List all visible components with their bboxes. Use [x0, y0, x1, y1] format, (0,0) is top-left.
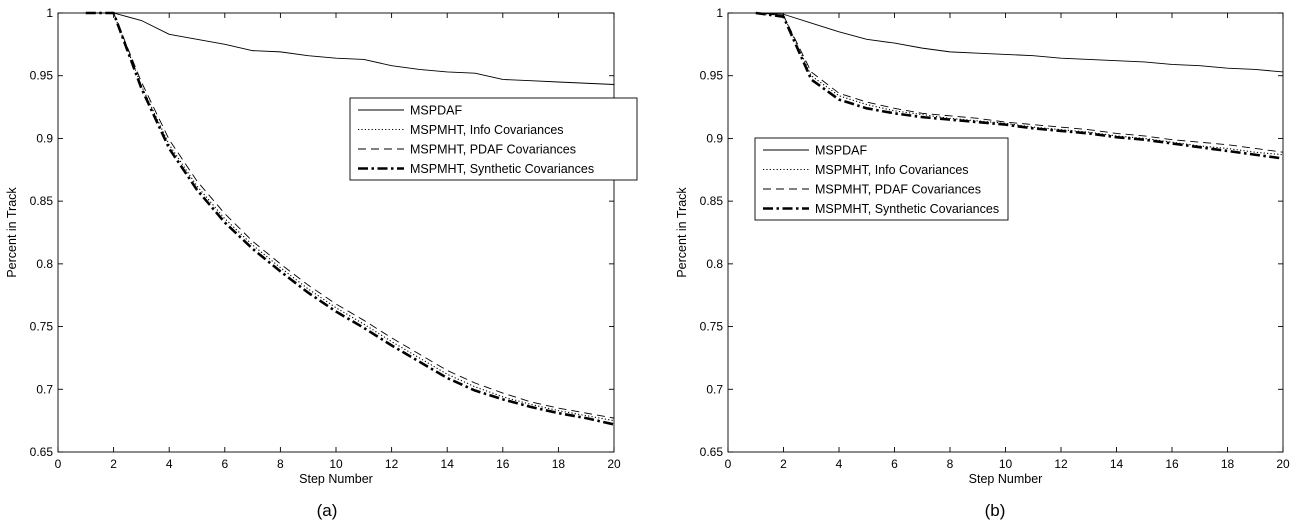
legend: MSPDAF MSPMHT, Info Covariances MSPMHT, PD… — [349, 97, 638, 181]
y-axis-label: Percent in Track — [5, 187, 19, 278]
x-tick-label: 4 — [166, 457, 173, 471]
y-tick-label: 0.9 — [706, 131, 723, 145]
legend-box — [349, 97, 638, 181]
y-tick-label: 0.65 — [700, 445, 724, 459]
x-tick-label: 20 — [607, 457, 621, 471]
legend-entry-label: MSPDAF — [410, 104, 462, 118]
panel-label: (b) — [985, 501, 1006, 520]
x-tick-label: 16 — [496, 457, 510, 471]
x-tick-label: 18 — [552, 457, 566, 471]
x-tick-label: 0 — [725, 457, 732, 471]
x-tick-label: 6 — [221, 457, 228, 471]
x-tick-label: 16 — [1165, 457, 1179, 471]
y-tick-label: 0.8 — [36, 257, 53, 271]
x-tick-label: 8 — [277, 457, 284, 471]
legend-entry-label: MSPDAF — [815, 144, 867, 158]
x-axis-label: Step Number — [299, 472, 373, 486]
legend-entry-label: MSPMHT, PDAF Covariances — [815, 183, 981, 197]
x-tick-label: 12 — [1054, 457, 1068, 471]
y-tick-label: 0.75 — [700, 320, 724, 334]
y-tick-label: 1 — [46, 6, 53, 20]
x-tick-label: 2 — [780, 457, 787, 471]
y-tick-label: 0.9 — [36, 131, 53, 145]
y-tick-label: 0.85 — [700, 194, 724, 208]
x-axis-label: Step Number — [969, 472, 1043, 486]
plot-area-frame — [57, 12, 615, 453]
y-tick-label: 0.7 — [706, 382, 723, 396]
series-line-dashed — [85, 12, 615, 419]
series-line-dashed — [755, 12, 1284, 153]
panel-label: (a) — [317, 501, 338, 520]
x-tick-label: 14 — [1110, 457, 1124, 471]
series-line-dotted — [85, 12, 615, 422]
y-tick-label: 0.65 — [30, 445, 54, 459]
x-tick-label: 2 — [110, 457, 117, 471]
series-line-solid — [755, 12, 1284, 73]
x-tick-label: 20 — [1276, 457, 1290, 471]
series-line-dashdot-bold — [755, 11, 1284, 160]
legend: MSPDAF MSPMHT, Info Covariances MSPMHT, PD… — [754, 137, 1009, 221]
x-tick-label: 0 — [55, 457, 62, 471]
y-tick-label: 0.8 — [706, 257, 723, 271]
x-tick-label: 6 — [891, 457, 898, 471]
x-tick-label: 10 — [329, 457, 343, 471]
y-tick-label: 0.95 — [30, 69, 54, 83]
legend-entry-label: MSPMHT, Info Covariances — [410, 123, 564, 137]
plot-area-frame — [727, 12, 1284, 453]
x-tick-label: 8 — [947, 457, 954, 471]
series-line-solid — [85, 12, 615, 85]
legend-entry-label: MSPMHT, Synthetic Covariances — [410, 162, 594, 176]
y-tick-label: 0.85 — [30, 194, 54, 208]
y-tick-label: 1 — [716, 6, 723, 20]
legend-entry-label: MSPMHT, PDAF Covariances — [410, 143, 576, 157]
legend-entry-label: MSPMHT, Info Covariances — [815, 163, 969, 177]
legend-box — [754, 137, 1009, 221]
x-tick-label: 4 — [836, 457, 843, 471]
y-axis-label: Percent in Track — [675, 187, 689, 278]
y-tick-label: 0.7 — [36, 382, 53, 396]
series-line-dotted — [755, 12, 1284, 156]
legend-entry-label: MSPMHT, Synthetic Covariances — [815, 202, 999, 216]
x-tick-label: 14 — [441, 457, 455, 471]
series-line-dashdot-bold — [85, 11, 615, 426]
x-tick-label: 10 — [999, 457, 1013, 471]
y-tick-label: 0.95 — [700, 69, 724, 83]
chart-panel-1: 0 2 4 6 8 10 12 14 16 18 20 0.65 0.7 0.75 0.8 0.85 0.9 0.… — [5, 6, 638, 520]
chart-panel-2: 0 2 4 6 8 10 12 14 16 18 20 0.65 0.7 0.75 0.8 0.85 0.9 0.… — [675, 6, 1290, 520]
x-tick-label: 12 — [385, 457, 399, 471]
y-tick-label: 0.75 — [30, 320, 54, 334]
x-tick-label: 18 — [1221, 457, 1235, 471]
